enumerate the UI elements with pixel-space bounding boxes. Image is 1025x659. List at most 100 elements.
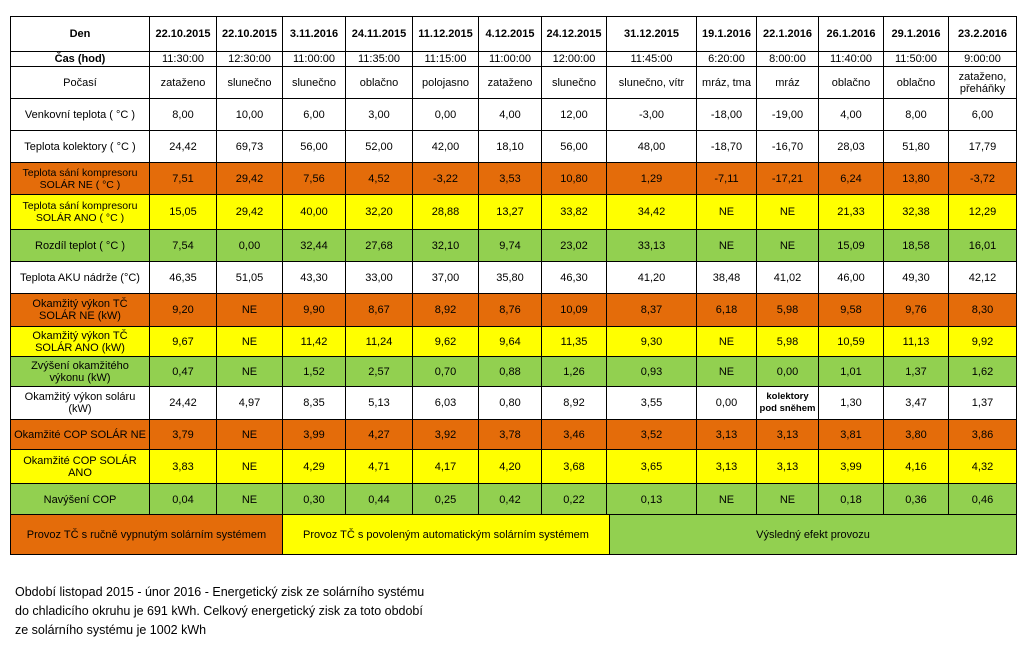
measurement-table: Den 22.10.2015 22.10.2015 3.11.2016 24.1… bbox=[10, 16, 1017, 516]
value-cell: 32,20 bbox=[345, 194, 413, 230]
value-cell: 9,67 bbox=[149, 326, 217, 357]
value-cell: 29,42 bbox=[216, 194, 283, 230]
value-cell: NE bbox=[756, 229, 819, 262]
value-cell: 3,81 bbox=[818, 419, 884, 450]
value-cell: 9,74 bbox=[478, 229, 542, 262]
value-cell: 8,00 bbox=[149, 98, 217, 131]
value-cell: 8,35 bbox=[282, 386, 346, 420]
weather-row: Počasí zataženo slunečno slunečno oblačn… bbox=[10, 66, 1017, 99]
row-label: Teplota kolektory ( °C ) bbox=[10, 130, 150, 163]
date-cell: 24.12.2015 bbox=[541, 16, 607, 52]
tank-temp-row: Teplota AKU nádrže (°C) 46,35 51,05 43,3… bbox=[10, 261, 1017, 294]
time-row: Čas (hod) 11:30:00 12:30:00 11:00:00 11:… bbox=[10, 51, 1017, 67]
weather-cell: slunečno, vítr bbox=[606, 66, 697, 99]
value-cell: 41,20 bbox=[606, 261, 697, 294]
cop-solar-on-row: Okamžité COP SOLÁR ANO 3,83 NE 4,29 4,71… bbox=[10, 449, 1017, 484]
value-cell: -16,70 bbox=[756, 130, 819, 163]
value-cell: 4,71 bbox=[345, 449, 413, 484]
value-cell: 56,00 bbox=[541, 130, 607, 163]
value-cell: 7,54 bbox=[149, 229, 217, 262]
value-cell: 3,13 bbox=[756, 449, 819, 484]
weather-cell: slunečno bbox=[541, 66, 607, 99]
value-cell: 0,00 bbox=[696, 386, 757, 420]
value-cell: 1,62 bbox=[948, 356, 1017, 387]
value-cell: 0,04 bbox=[149, 483, 217, 516]
value-cell: 42,12 bbox=[948, 261, 1017, 294]
value-cell: 3,52 bbox=[606, 419, 697, 450]
value-cell: 0,93 bbox=[606, 356, 697, 387]
value-cell: 0,25 bbox=[412, 483, 479, 516]
value-cell: 1,01 bbox=[818, 356, 884, 387]
value-cell: -19,00 bbox=[756, 98, 819, 131]
value-cell: 13,80 bbox=[883, 162, 949, 195]
value-cell: 8,30 bbox=[948, 293, 1017, 327]
date-cell: 11.12.2015 bbox=[412, 16, 479, 52]
value-cell: 27,68 bbox=[345, 229, 413, 262]
weather-cell: zataženo, přeháňky bbox=[948, 66, 1017, 99]
time-cell: 9:00:00 bbox=[948, 51, 1017, 67]
value-cell: NE bbox=[216, 419, 283, 450]
value-cell: NE bbox=[696, 326, 757, 357]
value-cell: 8,67 bbox=[345, 293, 413, 327]
value-cell: 4,52 bbox=[345, 162, 413, 195]
row-label: Okamžité COP SOLÁR ANO bbox=[10, 449, 150, 484]
row-label: Okamžité COP SOLÁR NE bbox=[10, 419, 150, 450]
value-cell: 0,42 bbox=[478, 483, 542, 516]
weather-cell: oblačno bbox=[883, 66, 949, 99]
value-cell: 38,48 bbox=[696, 261, 757, 294]
value-cell: -17,21 bbox=[756, 162, 819, 195]
weather-cell: slunečno bbox=[282, 66, 346, 99]
date-cell: 4.12.2015 bbox=[478, 16, 542, 52]
row-label: Navýšení COP bbox=[10, 483, 150, 516]
value-cell: 11,42 bbox=[282, 326, 346, 357]
value-cell: 11,13 bbox=[883, 326, 949, 357]
summary-line: ze solárního systému je 1002 kWh bbox=[15, 623, 207, 637]
value-cell: NE bbox=[696, 194, 757, 230]
value-cell: -18,00 bbox=[696, 98, 757, 131]
value-cell: -3,00 bbox=[606, 98, 697, 131]
value-cell: 4,00 bbox=[478, 98, 542, 131]
value-cell: NE bbox=[216, 356, 283, 387]
row-label: Rozdíl teplot ( °C ) bbox=[10, 229, 150, 262]
value-cell: 3,86 bbox=[948, 419, 1017, 450]
value-cell: 3,65 bbox=[606, 449, 697, 484]
value-cell: 8,37 bbox=[606, 293, 697, 327]
value-cell: 15,05 bbox=[149, 194, 217, 230]
time-cell: 11:30:00 bbox=[149, 51, 217, 67]
value-cell: 34,42 bbox=[606, 194, 697, 230]
value-cell: 3,47 bbox=[883, 386, 949, 420]
value-cell: -3,22 bbox=[412, 162, 479, 195]
value-cell: 6,00 bbox=[948, 98, 1017, 131]
value-cell: 4,97 bbox=[216, 386, 283, 420]
time-cell: 11:15:00 bbox=[412, 51, 479, 67]
value-cell: 7,56 bbox=[282, 162, 346, 195]
value-cell: 42,00 bbox=[412, 130, 479, 163]
value-cell: 5,13 bbox=[345, 386, 413, 420]
row-label: Počasí bbox=[10, 66, 150, 99]
heat-pump-power-solar-off-row: Okamžitý výkon TČ SOLÁR NE (kW) 9,20 NE … bbox=[10, 293, 1017, 327]
value-cell: 2,57 bbox=[345, 356, 413, 387]
weather-cell: mráz bbox=[756, 66, 819, 99]
value-cell: 33,13 bbox=[606, 229, 697, 262]
temp-difference-row: Rozdíl teplot ( °C ) 7,54 0,00 32,44 27,… bbox=[10, 229, 1017, 262]
time-cell: 8:00:00 bbox=[756, 51, 819, 67]
value-cell: 10,59 bbox=[818, 326, 884, 357]
value-cell: 3,78 bbox=[478, 419, 542, 450]
value-cell: NE bbox=[696, 229, 757, 262]
value-cell: 3,83 bbox=[149, 449, 217, 484]
time-cell: 11:00:00 bbox=[282, 51, 346, 67]
row-label: Teplota sání kompresoru SOLÁR ANO ( °C ) bbox=[10, 194, 150, 230]
value-cell: 0,00 bbox=[216, 229, 283, 262]
weather-cell: mráz, tma bbox=[696, 66, 757, 99]
value-cell: 9,64 bbox=[478, 326, 542, 357]
value-cell: 51,05 bbox=[216, 261, 283, 294]
value-cell: 3,13 bbox=[696, 449, 757, 484]
value-cell: 9,90 bbox=[282, 293, 346, 327]
value-cell: 32,10 bbox=[412, 229, 479, 262]
value-cell: 11,35 bbox=[541, 326, 607, 357]
time-cell: 11:00:00 bbox=[478, 51, 542, 67]
value-cell: 10,80 bbox=[541, 162, 607, 195]
value-cell: 4,27 bbox=[345, 419, 413, 450]
date-cell: 29.1.2016 bbox=[883, 16, 949, 52]
value-cell: 9,58 bbox=[818, 293, 884, 327]
